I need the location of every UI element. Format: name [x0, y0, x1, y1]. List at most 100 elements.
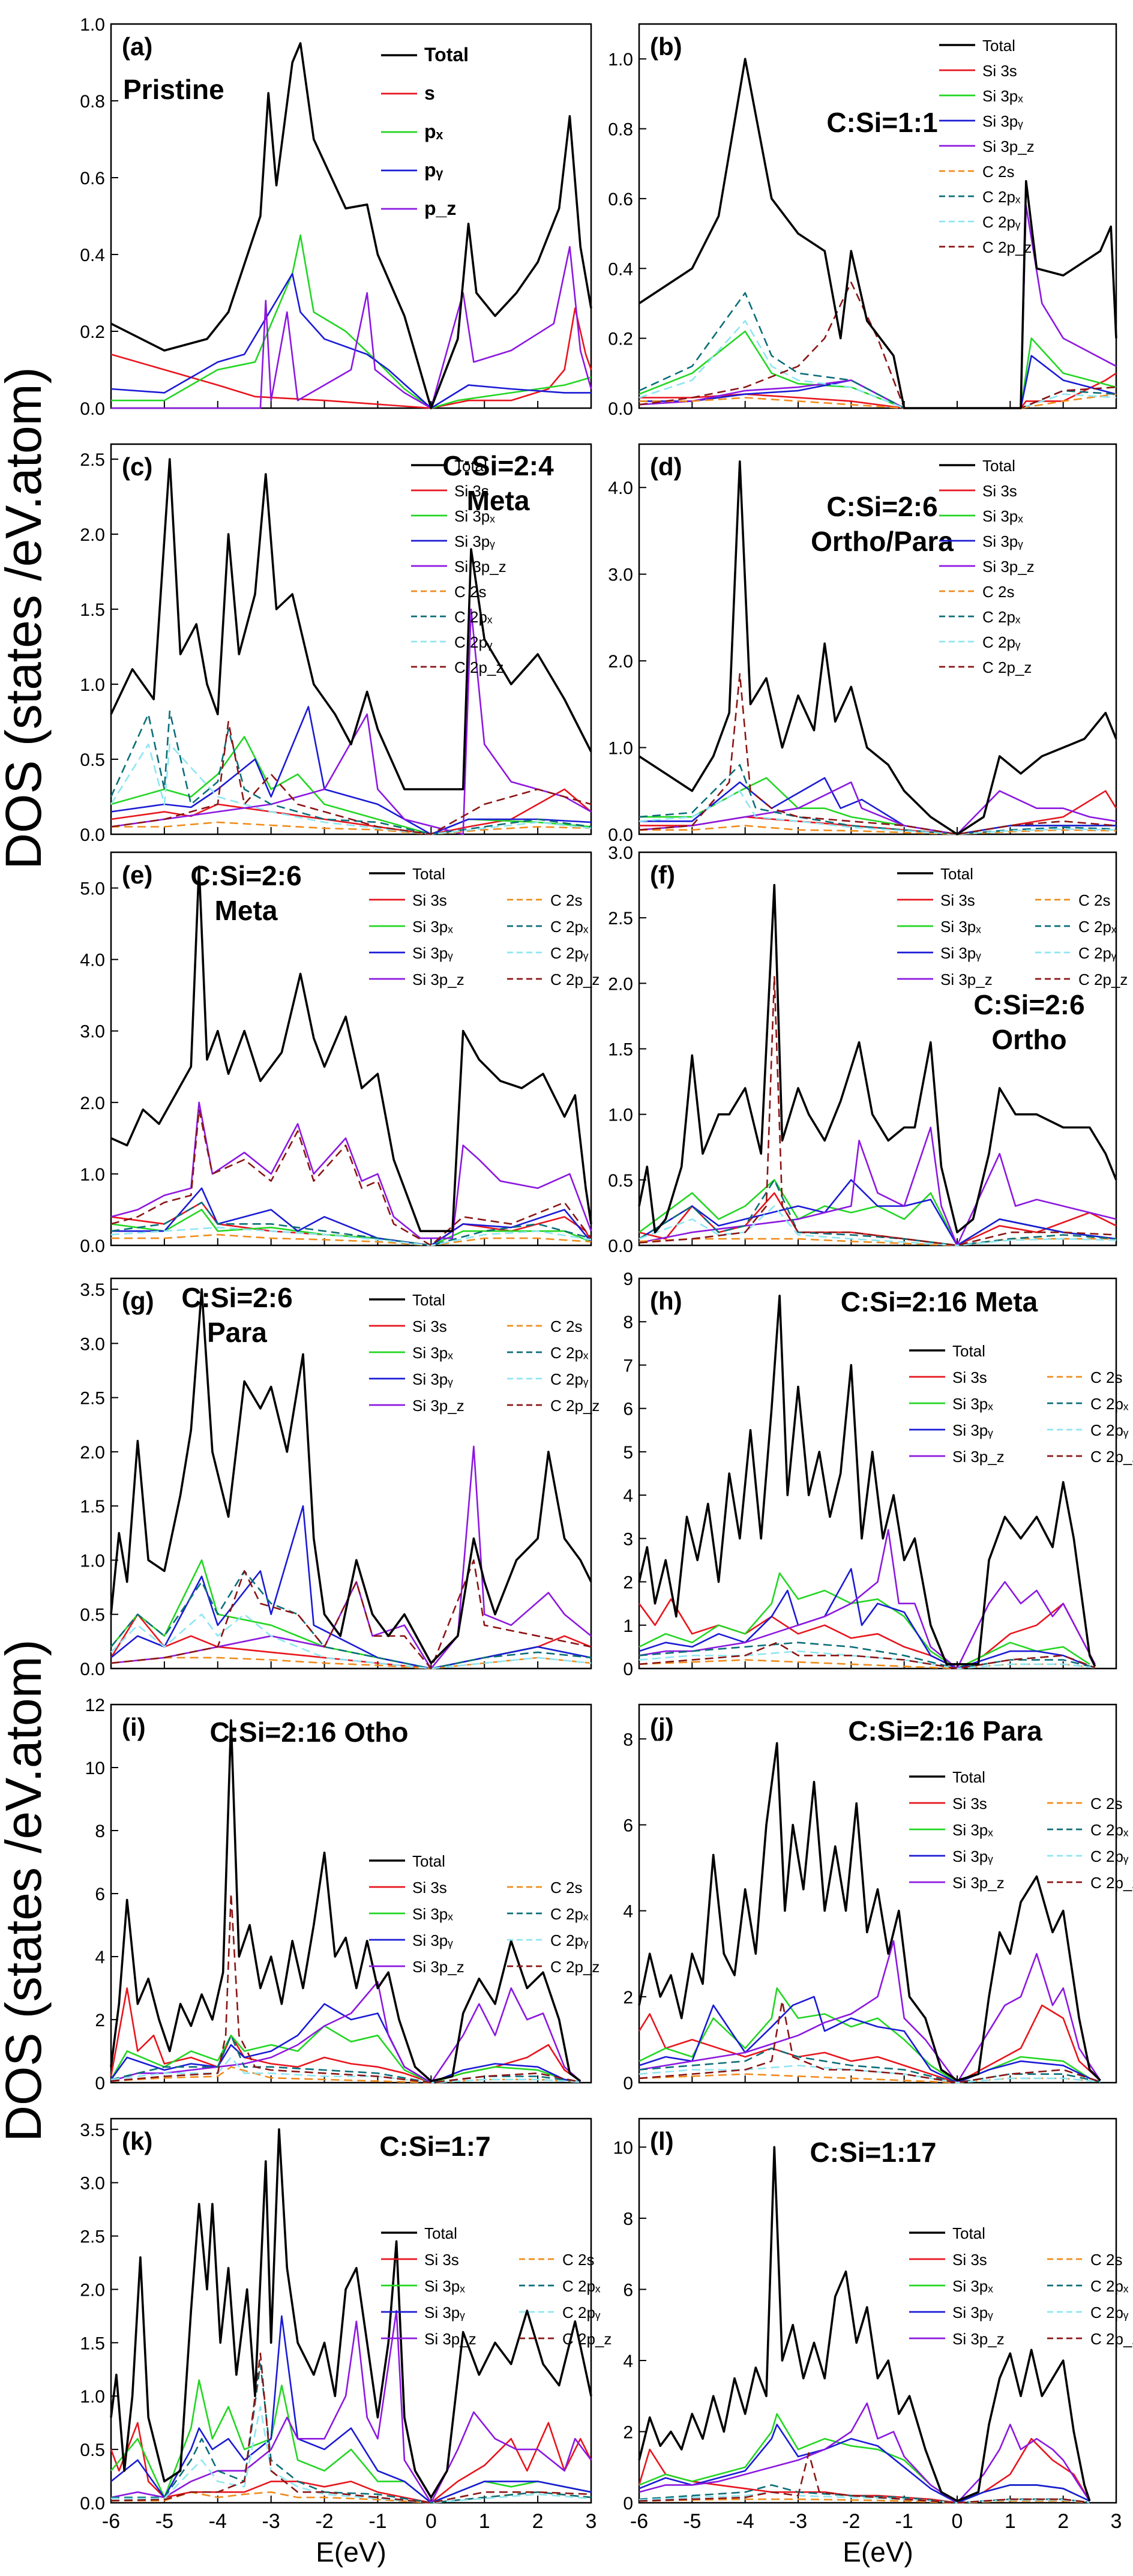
- y-tick-label: 6: [623, 2280, 633, 2300]
- y-tick-label: 0.2: [80, 322, 105, 342]
- series-c-2py: [639, 320, 1117, 409]
- series-c-2px: [110, 1570, 592, 1670]
- series-total: [638, 1742, 1101, 2082]
- x-tick-label: 0: [425, 2510, 437, 2533]
- y-tick-label: 2: [623, 1573, 633, 1593]
- legend-label: Si 3pᵧ: [412, 1370, 453, 1388]
- panel-label: (i): [122, 1713, 146, 1741]
- legend-label: C 2pᵧ: [1090, 1847, 1129, 1865]
- panels: 0.0 0.2 0.4 0.6 0.8 1.0 (a) Pristine Total s pₓ pᵧ p…: [80, 15, 1133, 2533]
- y-tick-label: 2.5: [80, 450, 105, 470]
- x-tick-label: -3: [262, 2510, 280, 2533]
- legend-label: Si 3s: [940, 891, 975, 909]
- legend-label: C 2p_z: [454, 658, 503, 676]
- legend-label: C 2pₓ: [1078, 918, 1117, 936]
- y-tick-label: 0.8: [608, 120, 633, 140]
- legend-label: s: [424, 82, 435, 104]
- series-si-3py: [639, 2424, 1090, 2504]
- series-group: [639, 58, 1117, 409]
- series-c-2pz: [639, 1642, 1096, 1670]
- legend-label: C 2pₓ: [1090, 1821, 1129, 1839]
- legend-label: Si 3s: [952, 1795, 987, 1813]
- series-py: [110, 272, 591, 409]
- series-total: [110, 458, 592, 790]
- y-tick-label: 0.0: [80, 399, 105, 419]
- series-c-2pz: [110, 1892, 581, 2084]
- panel-title: C:Si=1:7: [379, 2131, 490, 2162]
- x-tick-label: 1: [1005, 2510, 1016, 2533]
- legend-label: C 2pᵧ: [1090, 1421, 1129, 1439]
- y-tick-label: 1.0: [608, 50, 633, 70]
- legend: Total Si 3s Si 3pₓ Si 3pᵧ Si 3p_z C 2s C 2pₓ C …: [369, 1291, 600, 1415]
- x-tick-label: -6: [630, 2510, 648, 2533]
- series-c-2pz: [639, 673, 1117, 835]
- y-tick-label: 1: [623, 1616, 633, 1636]
- series-si-3pz: [639, 1127, 1117, 1247]
- series-c-2px: [639, 292, 1117, 409]
- series-si-3pz: [639, 781, 1117, 835]
- y-tick-label: 1.0: [80, 1165, 105, 1185]
- y-ticks: 0.0 0.5 1.0 1.5 2.0 2.5 3.0: [608, 843, 646, 1256]
- series-c-2s: [111, 821, 592, 835]
- series-si-3s: [110, 1987, 581, 2084]
- plot-frame: [638, 443, 1117, 835]
- series-c-2px: [639, 1179, 1117, 1247]
- legend: Total Si 3s Si 3pₓ Si 3pᵧ Si 3p_z C 2s C 2pₓ C …: [411, 457, 506, 676]
- legend-label: Total: [952, 1342, 985, 1360]
- legend: Total s pₓ pᵧ p_z: [381, 44, 469, 219]
- legend-label: Si 3pᵧ: [412, 1931, 453, 1949]
- series-c-2pz: [110, 1559, 592, 1670]
- legend-label: C 2pᵧ: [1078, 944, 1117, 962]
- y-tick-label: 0: [95, 2074, 105, 2093]
- y-tick-label: 8: [95, 1822, 105, 1841]
- panel-title: C:Si=2:16 Meta: [841, 1286, 1038, 1317]
- legend-label: C 2pₓ: [550, 1344, 589, 1362]
- x-tick-label: -2: [842, 2510, 860, 2533]
- legend-label: C 2pₓ: [550, 918, 589, 936]
- y-tick-label: 0.4: [80, 245, 105, 265]
- legend-label: Total: [424, 2224, 457, 2242]
- legend-label: Si 3p_z: [982, 558, 1035, 576]
- panel-label: (c): [122, 453, 152, 481]
- y-tick-label: 2: [623, 2422, 633, 2442]
- y-tick-label: 0.0: [80, 825, 105, 845]
- series-si-3py: [639, 1568, 1090, 1670]
- series-group: [110, 458, 592, 835]
- y-ticks: 0.0 1.0 2.0 3.0 4.0: [608, 478, 646, 845]
- legend-label: Total: [454, 457, 487, 475]
- y-tick-label: 8: [623, 2209, 633, 2229]
- y-tick-label: 1.0: [608, 739, 633, 759]
- legend-label: pₓ: [424, 121, 443, 142]
- series-si-3s: [110, 2422, 592, 2504]
- series-group: [110, 865, 592, 1247]
- legend-label: C 2pᵧ: [982, 213, 1021, 231]
- legend-label: C 2p_z: [550, 1397, 600, 1415]
- y-ticks: 0 2 4 6 8: [623, 1730, 646, 2093]
- series-total: [110, 1288, 592, 1664]
- legend: Total Si 3s Si 3pₓ Si 3pᵧ Si 3p_z C 2s C 2pₓ C …: [939, 457, 1035, 676]
- y-tick-label: 3.0: [80, 2174, 105, 2194]
- legend-label: Si 3p_z: [952, 2330, 1005, 2348]
- y-tick-label: 2.0: [608, 974, 633, 994]
- legend-label: C 2pᵧ: [550, 1931, 589, 1949]
- legend-label: Si 3pₓ: [940, 918, 981, 936]
- legend-label: C 2pₓ: [982, 608, 1021, 626]
- y-tick-label: 2: [623, 1988, 633, 2008]
- series-c-2py: [111, 2406, 592, 2504]
- x-axis-label-right: E(eV): [843, 2536, 913, 2568]
- y-tick-label: 10: [613, 2138, 633, 2158]
- x-tick-label: 0: [952, 2510, 963, 2533]
- series-group: [110, 42, 592, 409]
- y-tick-label: 1.0: [80, 15, 105, 35]
- panel-l: 0 2 4 6 8 10 -6 -5 -4 -3 -2 -1 0 1 2 3 (l) C:Si=1:17 Total…: [613, 2117, 1133, 2533]
- legend-label: Si 3s: [982, 482, 1017, 500]
- legend-label: Si 3p_z: [952, 1448, 1005, 1466]
- y-tick-label: 3.0: [80, 1022, 105, 1042]
- legend-label: Total: [412, 1291, 445, 1309]
- series-total: [110, 42, 592, 409]
- y-tick-label: 5: [623, 1443, 633, 1463]
- panel-label: (b): [650, 32, 682, 61]
- y-tick-label: 0.5: [608, 1171, 633, 1191]
- x-tick-label: -3: [789, 2510, 807, 2533]
- legend-label: Si 3pₓ: [952, 1395, 993, 1413]
